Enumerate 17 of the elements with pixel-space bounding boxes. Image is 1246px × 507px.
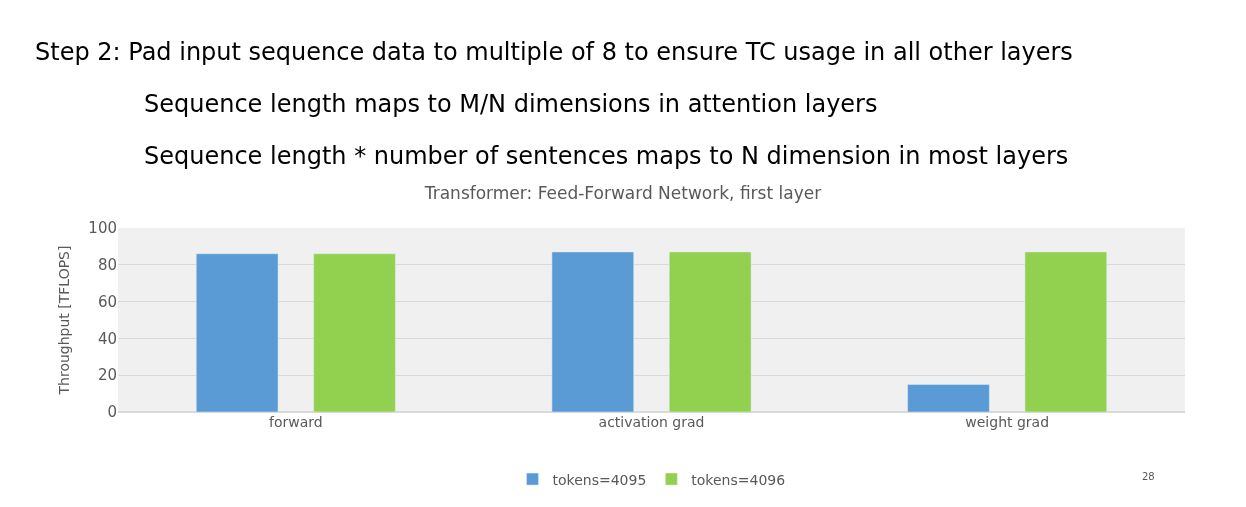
y-tick-label: 40: [97, 329, 117, 348]
text: 28: [1142, 471, 1155, 482]
legend-label: tokens=4095: [552, 471, 647, 488]
chart-title: Transformer: Feed-Forward Network, first layer: [423, 182, 822, 203]
x-tick-label: forward: [268, 414, 323, 430]
legend-label: tokens=4096: [691, 471, 786, 488]
y-tick-label: 80: [97, 256, 117, 275]
y-tick-label: 0: [107, 403, 117, 422]
y-tick-label: 100: [88, 219, 117, 238]
text: Sequence length * number of sentences maps to N dimension in most layers: [144, 142, 1069, 170]
x-tick-label: weight grad: [965, 414, 1050, 430]
y-tick-label: 20: [97, 366, 117, 385]
x-tick-label: activation grad: [598, 414, 705, 430]
text: Sequence length maps to M/N dimensions in attention layers: [144, 90, 878, 118]
y-axis-title: Throughput [TFLOPS]: [55, 245, 72, 396]
y-tick-label: 60: [97, 292, 117, 311]
text: Step 2: Pad input sequence data to multiple of 8 to ensure TC usage in all other layers: [35, 38, 1073, 66]
